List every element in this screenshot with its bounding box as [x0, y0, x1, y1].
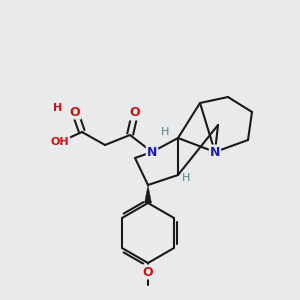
Text: O: O [70, 106, 80, 118]
Text: H: H [182, 173, 190, 183]
Text: N: N [147, 146, 157, 158]
Text: OH: OH [51, 137, 69, 147]
Text: H: H [161, 127, 169, 137]
Text: O: O [130, 106, 140, 119]
Text: O: O [143, 266, 153, 278]
Text: N: N [210, 146, 220, 158]
Text: H: H [53, 103, 63, 113]
Polygon shape [145, 185, 152, 203]
